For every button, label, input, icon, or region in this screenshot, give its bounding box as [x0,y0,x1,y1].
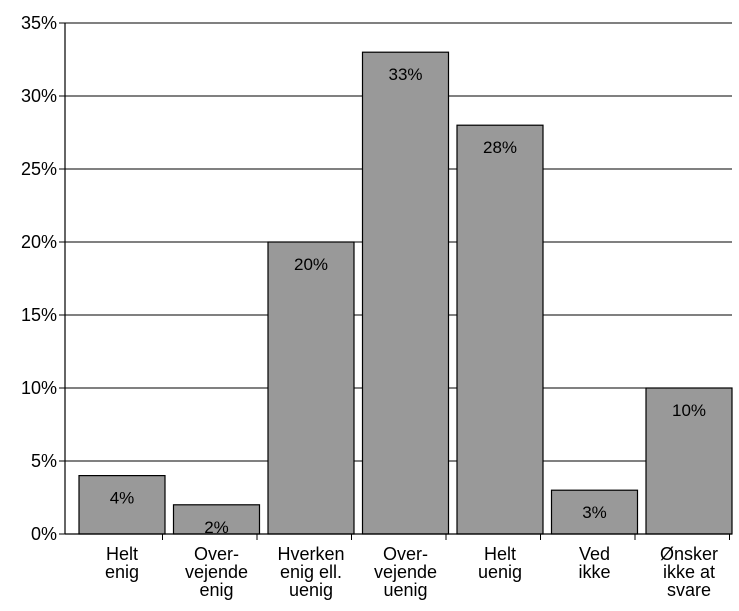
y-tick-label: 10% [21,378,57,398]
axes [59,22,732,540]
bar [172,504,261,535]
bar [456,124,544,535]
x-category-label-line: uenig [383,580,427,600]
data-label: 3% [582,503,607,522]
x-category-label-line: svare [667,580,711,600]
x-category-label-line: Hverken [277,544,344,564]
x-category-label-line: uenig [289,580,333,600]
data-label: 2% [204,518,229,537]
x-category-label: Helt enig [105,544,139,582]
y-tick-label: 5% [31,451,57,471]
x-category-label-line: uenig [478,562,522,582]
x-category-label-line: enig [105,562,139,582]
y-tick-label: 30% [21,86,57,106]
x-category-label: Hverken enig ell. uenig [277,544,344,600]
data-label: 4% [110,489,135,508]
bar [550,489,639,535]
x-category-label: Over-vejende enig [185,544,248,600]
x-category-label-line: vejende [374,562,437,582]
x-category-label-line: Ved [579,544,610,564]
x-category-label: Helt uenig [478,544,522,582]
data-label: 33% [388,65,422,84]
data-label: 28% [483,138,517,157]
x-category-label: Ønsker ikke at svare [660,544,718,600]
x-category-label-line: ikke [578,562,610,582]
y-tick-labels: 0% 5% 10% 15% 20% 25% 30% 35% [21,13,57,544]
y-tick-label: 15% [21,305,57,325]
x-category-label: Ved ikke [578,544,610,582]
y-tick-label: 25% [21,159,57,179]
y-tick-label: 0% [31,524,57,544]
x-category-label-line: Over- [194,544,239,564]
bar [361,51,450,535]
x-category-label-line: enig [199,580,233,600]
x-category-label-line: vejende [185,562,248,582]
x-category-label-line: enig ell. [280,562,342,582]
data-label: 20% [294,255,328,274]
bars [78,51,733,535]
x-category-label-line: Ønsker [660,544,718,564]
x-category-label-line: Over- [383,544,428,564]
bar [645,387,733,535]
y-tick-label: 35% [21,13,57,33]
data-labels: 4% 2% 20% 33% 28% 3% 10% [110,65,706,537]
x-category-label: Over-vejende uenig [374,544,437,600]
x-category-label-line: Helt [106,544,138,564]
x-category-label-line: ikke at [663,562,715,582]
x-category-label-line: Helt [484,544,516,564]
data-label: 10% [672,401,706,420]
bar [267,241,355,535]
y-tick-label: 20% [21,232,57,252]
